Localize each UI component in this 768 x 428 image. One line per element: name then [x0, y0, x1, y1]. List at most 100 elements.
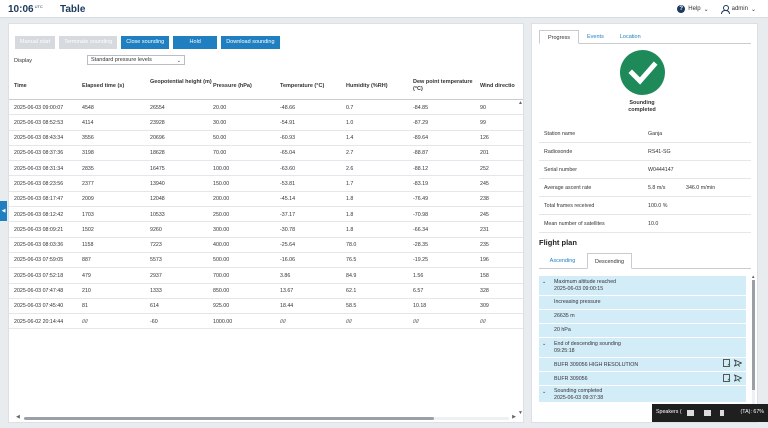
- help-icon: ?: [677, 5, 686, 13]
- property-value: RS41-SG: [648, 149, 671, 155]
- chevron-down-icon: ⌄: [750, 6, 756, 13]
- help-label: Help: [688, 6, 701, 12]
- table-cell: 850.00: [213, 288, 230, 295]
- table-cell: 479: [82, 272, 91, 279]
- vertical-scrollbar[interactable]: ▲ ▼: [518, 100, 523, 416]
- table-row[interactable]: 2025-06-03 07:45:40 81 614 925.00 18.44 58.5 1…: [9, 299, 523, 315]
- table-row[interactable]: 2025-06-03 08:03:36 1158 7223 400.00 -25.64 7…: [9, 238, 523, 253]
- table-cell: -48.66: [280, 104, 296, 111]
- table-cell: 2025-06-03 08:43:34: [14, 135, 64, 142]
- table-row[interactable]: 2025-06-03 08:12:42 1703 10533 250.00 -37.17…: [9, 207, 523, 223]
- download-sounding-button[interactable]: Download sounding: [221, 36, 280, 49]
- tray-icon[interactable]: [704, 410, 711, 416]
- scroll-left-icon[interactable]: ◀: [16, 414, 20, 420]
- send-icon[interactable]: [734, 374, 742, 382]
- table-cell: 2025-06-03 08:52:53: [14, 119, 64, 126]
- hold-button[interactable]: Hold: [173, 36, 218, 49]
- scroll-up-icon[interactable]: ▲: [518, 100, 523, 106]
- table-row[interactable]: 2025-06-03 08:52:53 4114 23928 30.00 -54.91 1…: [9, 115, 523, 131]
- table-row[interactable]: 2025-06-03 09:00:07 4548 26554 20.00 -48.66 0…: [9, 100, 523, 116]
- tray-icon[interactable]: [720, 410, 724, 416]
- scroll-down-icon[interactable]: ▼: [518, 410, 523, 416]
- help-menu[interactable]: ? Help ⌄: [677, 5, 709, 13]
- fp-detail: 20 hPa: [554, 327, 571, 333]
- table-cell: 1158: [82, 242, 94, 249]
- property-value: Ganja: [648, 131, 663, 137]
- fp-item-title: Sounding completed: [554, 388, 603, 394]
- table-cell: -28.35: [413, 242, 429, 249]
- table-cell: -60.93: [280, 135, 296, 142]
- download-icon[interactable]: [723, 359, 731, 367]
- column-header[interactable]: Time: [14, 83, 27, 89]
- table-row[interactable]: 2025-06-03 07:52:18 479 2937 700.00 3.86 84.9…: [9, 268, 523, 284]
- tray-icon[interactable]: [687, 410, 694, 416]
- progress-panel: Progress Events Location Sounding comple…: [531, 23, 758, 423]
- table-cell: 2025-06-02 20:14:44: [14, 318, 64, 325]
- scrollbar-thumb[interactable]: [752, 280, 755, 390]
- table-cell: 9260: [150, 226, 162, 233]
- scrollbar-thumb[interactable]: [24, 416, 434, 420]
- table-cell: -87.29: [413, 119, 429, 126]
- column-header[interactable]: Elapsed time (s): [82, 83, 125, 89]
- column-header[interactable]: Wind directio: [480, 83, 515, 89]
- display-select-value: Standard pressure levels: [91, 57, 152, 63]
- table-cell: ////: [82, 318, 88, 325]
- table-cell: 201: [480, 150, 489, 157]
- chevron-down-icon[interactable]: ⌄: [542, 389, 547, 395]
- display-select[interactable]: Standard pressure levels ⌄: [87, 55, 185, 65]
- fp-item-title: Maximum altitude reached: [554, 279, 617, 285]
- scroll-right-icon[interactable]: ▶: [512, 414, 516, 420]
- table-cell: 70.00: [213, 150, 227, 157]
- table-cell: -88.12: [413, 165, 429, 172]
- table-cell: 4114: [82, 119, 94, 126]
- download-icon[interactable]: [723, 374, 731, 382]
- table-row[interactable]: 2025-06-03 08:23:56 2377 13940 150.00 -53.81…: [9, 176, 523, 192]
- close-sounding-button[interactable]: Close sounding: [121, 36, 170, 49]
- table-row[interactable]: 2025-06-03 08:09:21 1502 9260 300.00 -30.78 1…: [9, 222, 523, 238]
- table-cell: -65.04: [280, 150, 296, 157]
- table-cell: 3556: [82, 135, 94, 142]
- system-tray: Speakers ( (TA): 67%: [652, 404, 768, 422]
- fp-item-time: 2025-06-03 09:37:38: [554, 395, 604, 401]
- tab-events[interactable]: Events: [587, 34, 604, 40]
- column-header[interactable]: Geopotential height (m): [150, 79, 212, 85]
- table-cell: 1.8: [346, 211, 354, 218]
- table-row[interactable]: 2025-06-03 08:31:34 2835 16475 100.00 -63.60…: [9, 161, 523, 177]
- table-cell: 2025-06-03 08:03:36: [14, 242, 64, 249]
- manual-start-button[interactable]: Manual start: [15, 36, 56, 49]
- table-cell: 2.7: [346, 150, 354, 157]
- table-cell: -30.78: [280, 226, 296, 233]
- tab-ascending[interactable]: Ascending: [549, 258, 576, 264]
- table-cell: 2009: [82, 196, 94, 203]
- table-row[interactable]: 2025-06-03 08:37:36 3198 18628 70.00 -65.04 2…: [9, 146, 523, 162]
- property-value: W0444147: [648, 167, 674, 173]
- tab-location[interactable]: Location: [619, 34, 641, 40]
- property-key: Mean number of satellites: [544, 221, 605, 227]
- column-header[interactable]: Pressure (hPa): [213, 83, 252, 89]
- table-cell: 13.67: [280, 288, 294, 295]
- column-header[interactable]: Dew point temperature (°C): [413, 79, 473, 92]
- send-icon[interactable]: [734, 359, 742, 367]
- terminate-sounding-button[interactable]: Terminate sounding: [59, 36, 118, 49]
- table-row[interactable]: 2025-06-03 08:17:47 2009 12048 200.00 -45.14…: [9, 192, 523, 208]
- chevron-down-icon[interactable]: ⌄: [542, 279, 547, 285]
- table-cell: -54.91: [280, 119, 296, 126]
- user-menu[interactable]: admin ⌄: [721, 5, 756, 14]
- table-cell: 2025-06-03 07:59:05: [14, 257, 64, 264]
- horizontal-scrollbar[interactable]: ◀ ▶: [14, 414, 518, 421]
- table-panel: Manual start Terminate sounding Close so…: [8, 23, 524, 423]
- flight-plan-scrollbar[interactable]: ▲ ▼: [751, 274, 756, 414]
- table-cell: 2025-06-03 07:45:40: [14, 303, 64, 310]
- tab-progress[interactable]: Progress: [539, 30, 580, 44]
- table-cell: 84.9: [346, 272, 357, 279]
- panel-toggle-button[interactable]: ◀: [0, 201, 7, 221]
- column-header[interactable]: Humidity (%RH): [346, 83, 388, 89]
- table-row[interactable]: 2025-06-03 07:59:05 887 5573 500.00 -16.06 76…: [9, 253, 523, 269]
- scroll-up-icon[interactable]: ▲: [751, 274, 756, 279]
- tab-descending[interactable]: Descending: [587, 253, 632, 269]
- table-row[interactable]: 2025-06-03 08:43:34 3556 20696 50.00 -60.93 1…: [9, 131, 523, 146]
- column-header[interactable]: Temperature (°C): [280, 83, 325, 89]
- table-row[interactable]: 2025-06-02 20:14:44 //// -60 1000.00 //// ///…: [9, 314, 523, 330]
- table-row[interactable]: 2025-06-03 07:47:48 210 1333 850.00 13.67 62.…: [9, 284, 523, 299]
- chevron-down-icon[interactable]: ⌄: [542, 341, 547, 347]
